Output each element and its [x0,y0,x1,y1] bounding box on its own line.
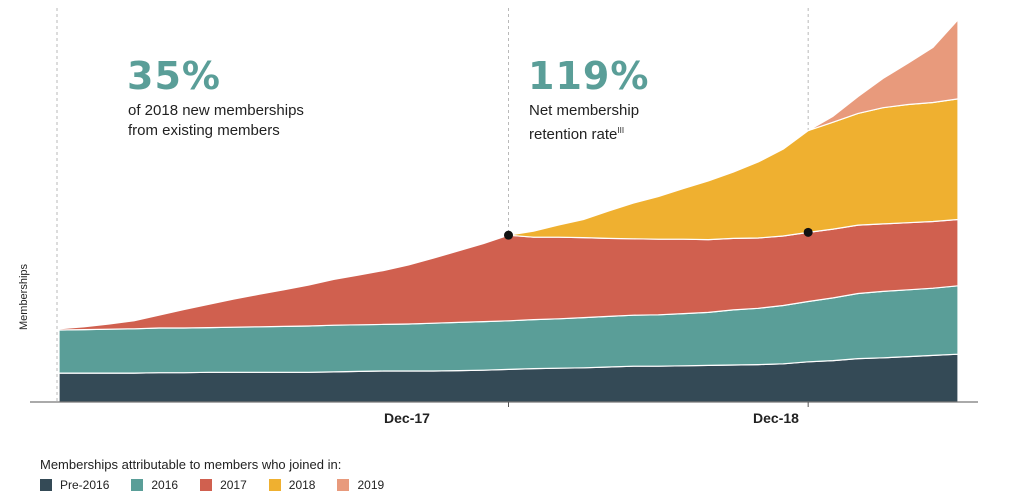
stat-caption-new-memberships: of 2018 new memberships from existing me… [128,101,304,141]
stat-caption-retention-rate: Net membership retention rateIII [529,101,639,145]
stat-caption-text: retention rate [529,126,618,143]
legend-label: 2016 [151,478,179,492]
legend-item: 2019 [337,478,384,492]
area-series-2018 [507,98,959,241]
legend-item: 2016 [131,478,178,492]
area-series-group [58,19,959,403]
legend-swatch [337,479,350,491]
legend-title: Memberships attributable to members who … [40,457,342,472]
legend-item: Pre-2016 [40,478,109,492]
legend-swatch [268,479,281,491]
legend-item: 2017 [200,478,247,492]
legend-label: Pre-2016 [60,478,110,492]
x-tick-marks [508,402,809,407]
stat-caption-line: Net membership [529,102,640,119]
stat-value-retention-rate: 119% [528,54,650,98]
marker-dot [803,227,813,237]
x-tick-label-dec-18: Dec-18 [753,410,799,426]
stat-caption-line: retention rateIII [529,121,639,145]
footnote-marker: III [617,126,625,135]
legend-swatch [200,479,213,491]
legend-label: 2018 [288,478,316,492]
stat-caption-line: of 2018 new memberships [128,102,304,119]
legend-swatch [40,479,52,491]
marker-dot [504,230,513,240]
y-axis-label: Memberships [18,263,30,330]
legend-item: 2018 [268,478,316,492]
legend: Pre-2016 2016 2017 2018 2019 [40,478,406,492]
stat-value-new-memberships: 35% [127,54,221,98]
area-series-2017 [58,218,959,331]
area-series-2019 [807,19,959,132]
x-tick-label-dec-17: Dec-17 [384,410,430,426]
legend-label: 2019 [357,478,385,492]
stat-caption-line: from existing members [128,122,280,139]
legend-label: 2017 [220,478,247,492]
marker-group [504,227,813,240]
legend-swatch [131,479,144,491]
